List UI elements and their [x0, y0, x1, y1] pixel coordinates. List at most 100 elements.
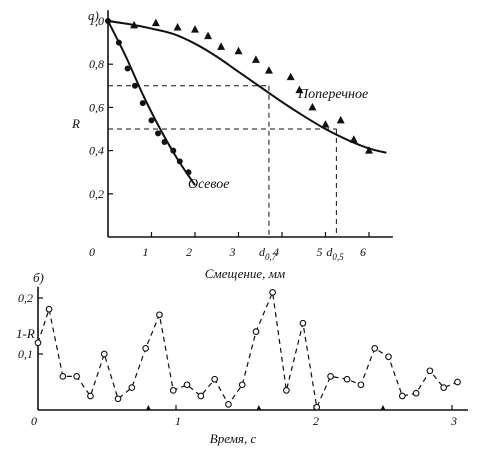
series-point: [45, 305, 53, 313]
point-axial: [139, 100, 146, 107]
point-axial: [105, 18, 111, 24]
panel-a-guides: d0,7 d0,5: [108, 85, 344, 262]
point-transverse: [217, 42, 226, 50]
series-point: [34, 339, 42, 347]
point-axial: [124, 65, 131, 72]
point-transverse: [151, 18, 160, 27]
series-point: [269, 289, 276, 296]
series-point: [440, 384, 448, 391]
point-transverse: [234, 46, 243, 55]
panel-b-x-axis-label: Время, с: [210, 431, 257, 446]
series-point: [299, 319, 307, 327]
series-point: [225, 401, 232, 408]
panel-b-x-tick-label: 2: [313, 414, 319, 428]
series-label-axial: Осевое: [188, 177, 229, 192]
series-point: [87, 392, 94, 400]
panel-b-series-line: [37, 290, 458, 410]
panel-b-y-tick-label: 0,1: [18, 347, 33, 361]
panel-b-y-tick-label: 0,2: [18, 291, 33, 305]
point-transverse: [191, 25, 199, 33]
series-point: [327, 373, 334, 380]
panel-a-y-tick-label: 0,6: [89, 100, 104, 114]
panel-a-y-tick-label: 0,8: [89, 57, 104, 71]
series-point: [169, 387, 177, 394]
guide-label-subscript: 0,7: [265, 252, 277, 262]
event-marker: [145, 405, 151, 410]
guide-label-main: d: [259, 245, 266, 259]
series-point: [142, 345, 149, 352]
panel-a-x-tick-label: 1: [143, 245, 149, 259]
panel-a-y-tick-label: 1,0: [89, 14, 104, 28]
series-point: [313, 403, 321, 411]
point-transverse: [251, 55, 260, 63]
series-point: [100, 350, 108, 358]
series-point: [211, 375, 218, 383]
point-transverse: [264, 66, 273, 74]
series-point: [252, 328, 260, 335]
series-point: [156, 311, 163, 319]
panel-a-points: [105, 18, 373, 176]
panel-b-x-tick-label: 0: [31, 414, 37, 428]
series-point: [371, 345, 379, 352]
panel-a-x-tick-label: 3: [229, 245, 236, 259]
panel-b-x-ticks: 0 1 2 3: [31, 405, 457, 428]
panel-b-x-tick-label: 1: [175, 414, 181, 428]
series-point: [59, 373, 67, 380]
panel-b-points: [34, 289, 461, 411]
series-label-transverse: Поперечное: [297, 87, 368, 102]
point-axial: [148, 117, 155, 124]
panel-b: б) 1-R Время, с 0 1 2 3 0,1 0,2: [16, 270, 468, 446]
point-transverse: [336, 115, 345, 124]
point-transverse: [321, 120, 330, 128]
guide-label: d0,5: [326, 245, 344, 262]
panel-a-x-tick-label: 5: [317, 245, 323, 259]
point-transverse: [204, 31, 213, 40]
event-marker: [256, 405, 262, 410]
series-point: [398, 392, 406, 400]
panel-a-y-axis-label: R: [71, 116, 80, 131]
panel-a-y-tick-label: 0,4: [89, 144, 104, 158]
panel-a-x-tick-label: 4: [273, 245, 279, 259]
guide-label-main: d: [326, 245, 333, 259]
series-point: [454, 378, 461, 386]
panel-a-y-tick-label: 0,2: [89, 187, 104, 201]
panel-a-x-tick-label: 2: [186, 245, 192, 259]
panel-b-y-ticks: 0,1 0,2: [18, 291, 43, 361]
point-axial: [176, 158, 183, 165]
panel-b-axes: [37, 286, 468, 411]
panel-a-fit-curves: [107, 20, 387, 186]
panel-a-label: а): [88, 8, 99, 23]
series-point: [183, 381, 191, 389]
panel-a-x-axis-label: Смещение, мм: [205, 266, 285, 281]
panel-a: а) R Смещение, мм 0 1 2 3 4 5 6 0,2 0,4 0,6 0,8 1,…: [71, 8, 393, 281]
event-marker: [380, 405, 386, 410]
point-transverse: [130, 20, 139, 29]
panel-a-x-ticks: 0 1 2 3 4 5 6: [89, 232, 370, 259]
panel-a-x-tick-label: 0: [89, 245, 95, 259]
guide-label-subscript: 0,5: [332, 252, 344, 262]
panel-b-x-tick-label: 3: [450, 414, 457, 428]
fit-curve-transverse: [107, 20, 387, 154]
point-transverse: [349, 135, 358, 143]
panel-a-x-tick-label: 6: [360, 245, 366, 259]
panel-a-axes: [107, 10, 393, 238]
series-point: [128, 384, 136, 391]
point-axial: [185, 169, 192, 176]
series-line: [37, 290, 458, 410]
panel-a-y-ticks: 0,2 0,4 0,6 0,8 1,0: [89, 14, 113, 201]
series-point: [343, 375, 351, 383]
point-transverse: [365, 146, 373, 154]
series-point: [426, 367, 434, 375]
point-transverse: [308, 102, 317, 111]
series-point: [197, 392, 205, 400]
point-transverse: [286, 72, 295, 81]
point-transverse: [295, 85, 304, 94]
point-transverse: [173, 22, 182, 31]
series-point: [283, 387, 290, 394]
panel-b-y-axis-label: 1-R: [16, 326, 35, 341]
panel-b-event-markers: [145, 405, 386, 410]
point-axial: [115, 39, 122, 46]
series-point: [238, 381, 246, 389]
point-axial: [170, 147, 177, 154]
point-axial: [161, 138, 168, 145]
